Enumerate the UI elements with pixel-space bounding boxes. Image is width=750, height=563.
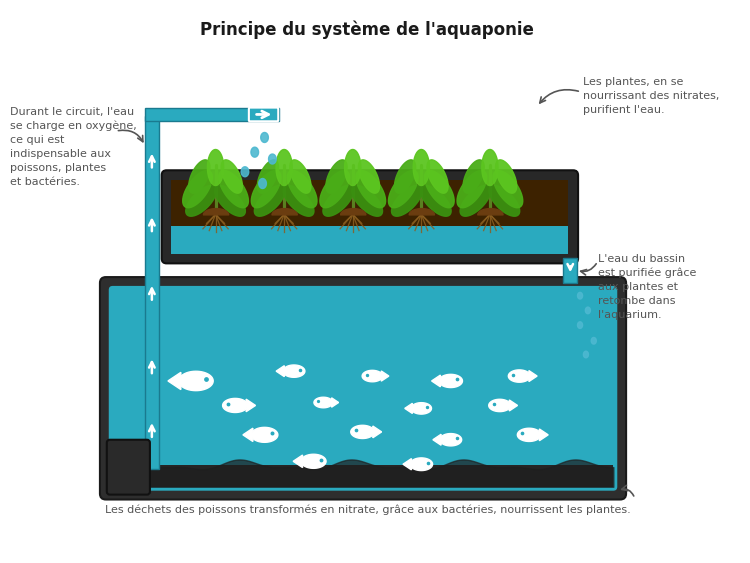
Polygon shape	[591, 337, 596, 344]
Text: L'eau du bassin
est purifiée grâce
aux plantes et
retombe dans
l'aquarium.: L'eau du bassin est purifiée grâce aux p…	[598, 253, 696, 320]
Polygon shape	[457, 171, 487, 208]
Bar	[145, 108, 279, 121]
Polygon shape	[323, 185, 354, 216]
Polygon shape	[431, 375, 440, 387]
Polygon shape	[320, 171, 350, 208]
FancyBboxPatch shape	[109, 286, 617, 491]
Polygon shape	[496, 160, 517, 193]
Polygon shape	[208, 150, 224, 186]
Polygon shape	[352, 185, 382, 216]
Polygon shape	[427, 160, 448, 193]
Polygon shape	[410, 458, 433, 471]
Polygon shape	[356, 171, 386, 208]
Text: Durant le circuit, l'eau
se charge en oxygène,
ce qui est
indispensable aux
pois: Durant le circuit, l'eau se charge en ox…	[10, 106, 136, 187]
Polygon shape	[420, 185, 452, 216]
Polygon shape	[332, 398, 338, 407]
Bar	[112, 465, 614, 487]
Polygon shape	[358, 160, 380, 193]
Polygon shape	[221, 160, 242, 193]
Polygon shape	[287, 171, 317, 208]
Polygon shape	[261, 132, 268, 142]
Polygon shape	[243, 428, 253, 441]
Polygon shape	[276, 150, 292, 186]
Polygon shape	[223, 399, 248, 413]
Polygon shape	[345, 150, 361, 186]
Polygon shape	[463, 160, 484, 193]
Polygon shape	[413, 150, 430, 186]
Polygon shape	[183, 171, 212, 208]
Polygon shape	[539, 429, 548, 441]
Polygon shape	[405, 403, 412, 413]
Polygon shape	[257, 160, 278, 193]
Polygon shape	[424, 171, 454, 208]
Polygon shape	[251, 171, 281, 208]
Polygon shape	[283, 365, 305, 377]
Polygon shape	[585, 307, 590, 314]
Polygon shape	[242, 167, 249, 177]
Polygon shape	[290, 160, 311, 193]
Polygon shape	[411, 403, 431, 414]
Polygon shape	[489, 399, 511, 412]
Polygon shape	[219, 171, 248, 208]
Text: Les déchets des poissons transformés en nitrate, grâce aux bactéries, nourrissen: Les déchets des poissons transformés en …	[104, 504, 630, 515]
Polygon shape	[578, 322, 583, 328]
FancyBboxPatch shape	[162, 170, 578, 263]
Polygon shape	[433, 434, 441, 445]
Polygon shape	[178, 371, 213, 391]
Polygon shape	[482, 150, 498, 186]
Polygon shape	[373, 426, 382, 438]
Polygon shape	[246, 399, 256, 412]
Polygon shape	[518, 428, 541, 441]
Polygon shape	[293, 455, 302, 467]
FancyBboxPatch shape	[249, 108, 278, 121]
FancyBboxPatch shape	[100, 277, 626, 499]
Bar	[145, 117, 159, 469]
Polygon shape	[168, 372, 181, 390]
Bar	[172, 180, 568, 226]
Polygon shape	[268, 154, 276, 164]
Polygon shape	[493, 171, 523, 208]
Polygon shape	[301, 454, 326, 468]
Polygon shape	[578, 292, 583, 299]
Polygon shape	[189, 160, 210, 193]
Polygon shape	[509, 370, 530, 382]
Polygon shape	[251, 427, 278, 443]
FancyBboxPatch shape	[106, 440, 150, 495]
Polygon shape	[284, 185, 314, 216]
Polygon shape	[259, 178, 266, 189]
Bar	[172, 226, 568, 253]
Polygon shape	[489, 185, 520, 216]
Polygon shape	[362, 370, 382, 382]
Text: Les plantes, en se
nourrissant des nitrates,
purifient l'eau.: Les plantes, en se nourrissant des nitra…	[583, 77, 719, 115]
Polygon shape	[439, 374, 463, 387]
Bar	[563, 258, 577, 283]
Polygon shape	[351, 425, 374, 439]
Polygon shape	[392, 185, 422, 216]
Polygon shape	[529, 370, 537, 382]
Polygon shape	[276, 365, 284, 377]
Polygon shape	[314, 397, 333, 408]
Polygon shape	[394, 160, 416, 193]
Polygon shape	[584, 351, 589, 358]
Polygon shape	[440, 434, 462, 446]
Polygon shape	[460, 185, 491, 216]
Polygon shape	[388, 171, 418, 208]
Polygon shape	[326, 160, 347, 193]
Text: Principe du système de l'aquaponie: Principe du système de l'aquaponie	[200, 20, 534, 39]
Polygon shape	[403, 459, 412, 470]
Polygon shape	[186, 185, 217, 216]
Polygon shape	[381, 371, 389, 381]
Polygon shape	[254, 185, 285, 216]
Polygon shape	[214, 185, 245, 216]
Polygon shape	[509, 400, 518, 411]
Polygon shape	[251, 147, 259, 157]
